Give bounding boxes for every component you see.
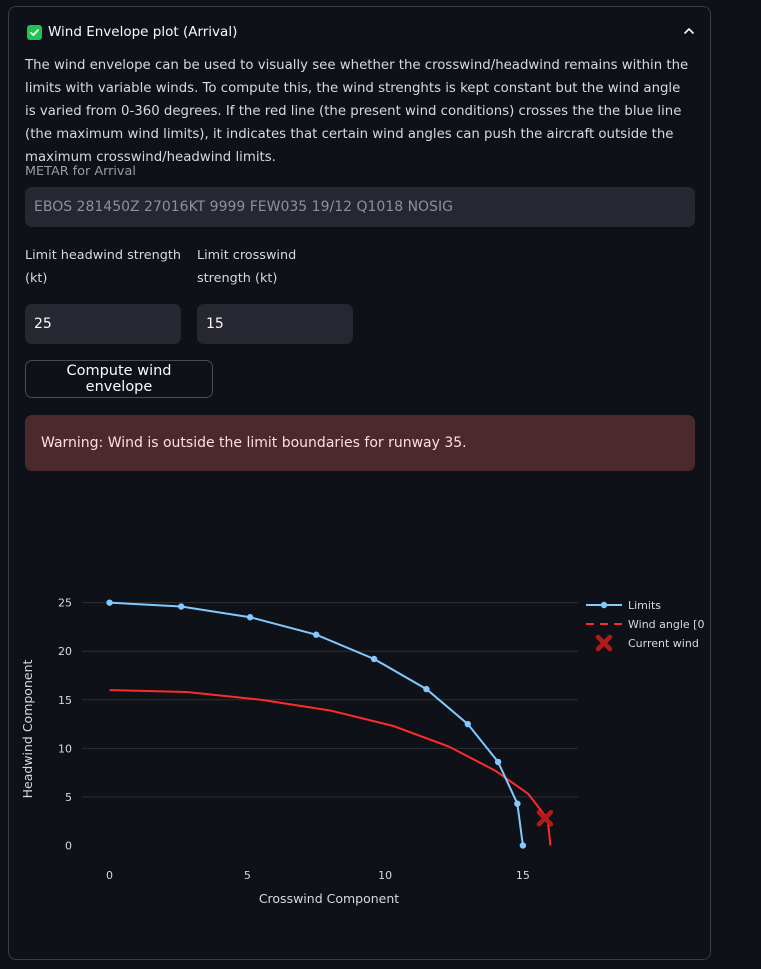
expander-header[interactable]: Wind Envelope plot (Arrival) <box>27 21 237 43</box>
wind-envelope-chart: 0 5 10 15 20 25 0 5 10 15 Limits Wind angle [0-36… <box>20 597 704 906</box>
y-tick-label: 10 <box>58 742 72 755</box>
y-tick-label: 5 <box>65 791 72 804</box>
crosswind-limit-label: Limit crosswind strength (kt) <box>197 248 297 286</box>
crosswind-limit-input[interactable]: 15 <box>197 304 353 344</box>
metar-field[interactable]: EBOS 281450Z 27016KT 9999 FEW035 19/12 Q… <box>25 187 695 227</box>
limits-line <box>109 601 524 846</box>
legend-label: Current wind <box>628 637 699 650</box>
limits-point <box>514 800 521 807</box>
chevron-up-icon[interactable] <box>682 23 696 37</box>
chart-series <box>106 599 554 849</box>
expander-title: Wind Envelope plot (Arrival) <box>48 24 238 40</box>
x-tick-label: 15 <box>516 869 530 882</box>
x-tick-label: 5 <box>244 869 251 882</box>
x-tick-labels: 0 5 10 15 <box>106 869 530 882</box>
y-tick-label: 15 <box>58 694 72 707</box>
current-wind-marker <box>536 810 554 827</box>
x-axis-label: Crosswind Component <box>259 891 399 906</box>
limits-point <box>519 842 527 849</box>
wind-envelope-expander: Wind Envelope plot (Arrival) The wind en… <box>8 6 711 960</box>
chart-gridlines <box>82 602 578 798</box>
limits-point <box>423 685 430 693</box>
y-tick-label: 20 <box>58 645 72 658</box>
legend-label: Limits <box>628 599 661 612</box>
headwind-limit-label: Limit headwind strength (kt) <box>25 248 181 286</box>
limits-point <box>370 655 378 663</box>
x-tick-label: 0 <box>106 869 113 882</box>
y-tick-labels: 0 5 10 15 20 25 <box>58 597 72 853</box>
limits-point <box>246 614 254 621</box>
metar-label: METAR for Arrival <box>25 164 136 179</box>
limits-point <box>106 599 113 606</box>
description-text: The wind envelope can be used to visuall… <box>25 58 689 165</box>
limits-point <box>464 720 471 728</box>
y-tick-label: 25 <box>58 597 72 610</box>
chart-legend: Limits Wind angle [0-360] Current wind <box>586 599 704 652</box>
y-tick-label: 0 <box>65 839 72 852</box>
y-axis-label: Headwind Component <box>20 660 35 799</box>
wind-angle-line <box>109 689 552 846</box>
limits-point <box>313 631 320 638</box>
limits-point <box>494 758 502 766</box>
compute-wind-envelope-button[interactable]: Compute wind envelope <box>25 360 213 398</box>
legend-limits-marker <box>600 601 608 609</box>
headwind-limit-input[interactable]: 25 <box>25 304 181 344</box>
warning-alert: Warning: Wind is outside the limit bound… <box>25 415 695 471</box>
divider <box>710 478 711 490</box>
checkbox-checked-icon <box>27 24 42 40</box>
legend-label: Wind angle [0-360] <box>628 618 704 631</box>
limits-point <box>178 603 185 610</box>
legend-current-swatch <box>595 634 613 652</box>
x-tick-label: 10 <box>378 869 392 882</box>
